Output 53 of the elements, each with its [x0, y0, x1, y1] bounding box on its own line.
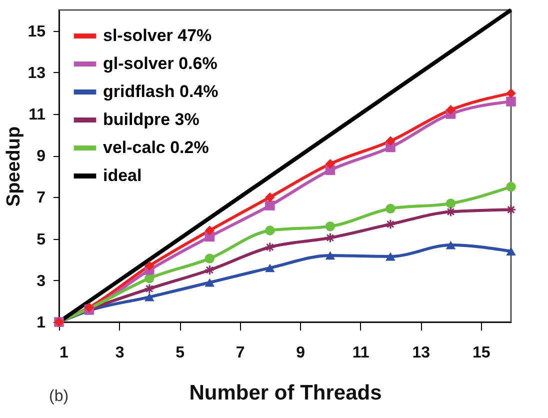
point: [325, 159, 336, 169]
point: [265, 200, 275, 210]
point: [446, 198, 456, 208]
point: [446, 206, 456, 217]
text: (b): [49, 388, 69, 405]
point: [446, 240, 456, 250]
y-tick-label: 5: [36, 231, 46, 248]
y-tick-label: 9: [36, 148, 46, 166]
point: [506, 182, 516, 192]
x-tick-label: 5: [176, 344, 185, 362]
y-tick-label: 7: [36, 190, 46, 207]
point: [386, 252, 396, 261]
legend-label: ideal: [103, 166, 142, 185]
point: [265, 226, 275, 236]
point: [204, 278, 215, 287]
y-axis-title: Speedup: [4, 126, 25, 207]
x-tick-label: 9: [296, 344, 306, 362]
x-axis-title: Number of Threads: [189, 382, 382, 404]
point: [144, 260, 154, 271]
point: [386, 204, 396, 214]
legend-label: vel-calc 0.2%: [103, 138, 209, 157]
y-tick-label: 11: [28, 106, 46, 124]
y-tick-label: 1: [36, 314, 46, 332]
x-tick-label: 13: [412, 344, 430, 362]
point: [144, 292, 154, 302]
point: [204, 226, 215, 236]
point: [506, 88, 516, 98]
point: [264, 242, 276, 252]
legend-label: gl-solver 0.6%: [103, 54, 218, 73]
point: [446, 104, 456, 115]
point: [265, 264, 275, 272]
point: [325, 251, 336, 260]
point: [386, 136, 396, 146]
x-tick-label: 15: [472, 344, 490, 362]
legend-label: gridflash 0.4%: [103, 82, 218, 101]
x-tick-label: 1: [60, 344, 68, 362]
point: [204, 264, 215, 276]
point: [204, 254, 215, 264]
point: [325, 221, 336, 232]
point: [506, 204, 516, 215]
x-tick-label: 3: [115, 344, 124, 362]
point: [144, 284, 155, 294]
point: [385, 219, 396, 230]
point: [506, 96, 516, 106]
y-tick-label: 3: [36, 272, 46, 290]
y-tick-label: 13: [28, 64, 46, 82]
point: [506, 247, 516, 256]
y-tick-label: 15: [28, 23, 46, 40]
x-tick-label: 11: [352, 344, 370, 362]
legend-label: buildpre 3%: [103, 110, 200, 129]
x-tick-label: 7: [236, 344, 245, 362]
legend-label: sl-solver 47%: [103, 26, 212, 45]
point: [265, 192, 275, 202]
